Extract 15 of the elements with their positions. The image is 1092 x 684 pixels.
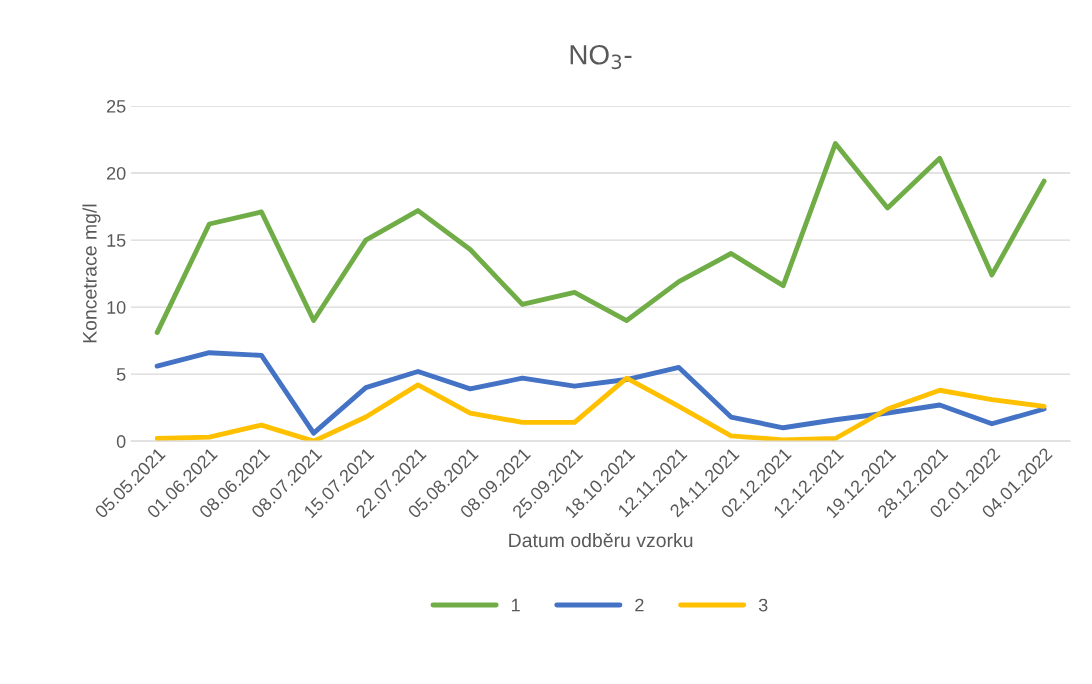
legend-label: 3 [758,598,768,612]
y-tick-label: 5 [116,368,126,381]
y-tick-label: 0 [116,435,126,448]
line-series [154,375,1047,442]
y-tick-label: 25 [107,99,126,113]
legend-label: 2 [635,598,644,612]
legend-label: 1 [511,598,520,612]
y-axis-title: Koncetrace mg/l [82,204,101,343]
y-tick-label: 20 [107,166,126,180]
line-series [154,141,1047,336]
x-axis-title: Datum odběru vzorku [509,532,693,548]
y-tick-label: 10 [107,301,126,314]
y-tick-label: 15 [107,234,126,247]
chart-title: NO$_{3}$- [570,44,632,70]
line-series [154,350,1047,436]
